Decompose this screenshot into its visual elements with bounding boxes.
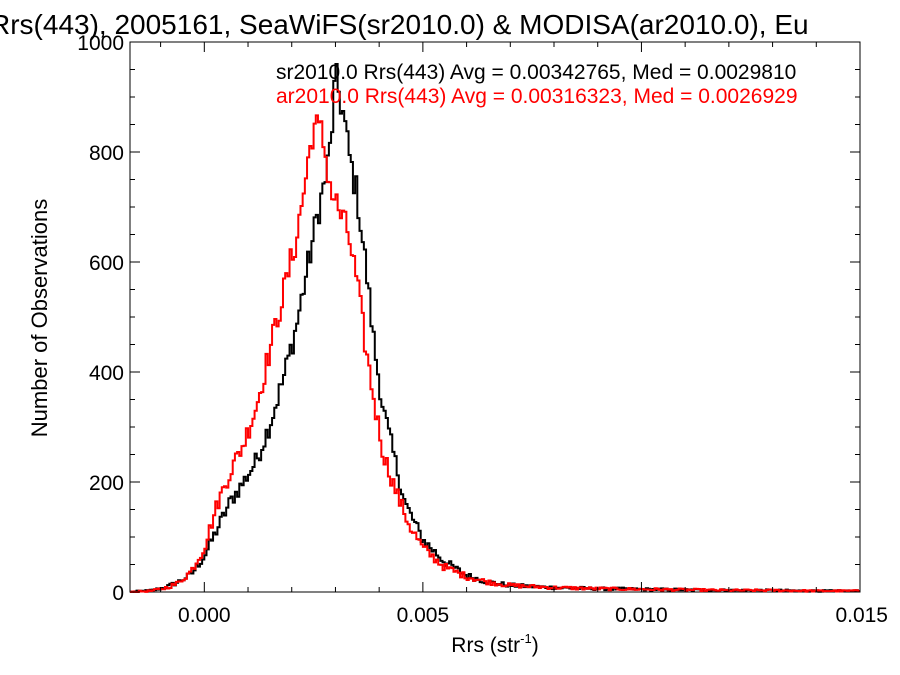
x-tick-label: 0.015 xyxy=(835,604,888,627)
x-ticks: 0.000 0.005 0.010 0.015 xyxy=(160,42,888,627)
legend-entry-black-series: sr2010.0 Rrs(443) Avg = 0.00342765, Med … xyxy=(276,61,796,84)
y-tick-label: 400 xyxy=(89,362,124,385)
y-ticks: 0 200 400 600 800 1000 xyxy=(77,32,860,605)
y-tick-label: 200 xyxy=(89,472,124,495)
x-tick-label: 0.000 xyxy=(178,604,231,627)
x-tick-label: 0.010 xyxy=(615,604,668,627)
chart-title: Rrs(443), 2005161, SeaWiFS(sr2010.0) & M… xyxy=(0,9,809,40)
series-1-histogram xyxy=(130,114,860,593)
x-axis-label-main: Rrs (str xyxy=(451,634,520,657)
x-tick-label: 0.005 xyxy=(397,604,450,627)
y-axis-label: Number of Observations xyxy=(27,199,52,437)
series-layer xyxy=(130,63,860,593)
x-axis-label-superscript: -1 xyxy=(520,631,532,646)
x-axis-label: Rrs (str-1) xyxy=(451,631,538,657)
x-axis-label-tail: ) xyxy=(532,634,539,657)
y-tick-label: 1000 xyxy=(77,32,124,55)
legend-entry-red-series: ar2010.0 Rrs(443) Avg = 0.00316323, Med … xyxy=(276,85,798,108)
y-tick-label: 0 xyxy=(112,582,124,605)
y-tick-label: 600 xyxy=(89,252,124,275)
y-tick-label: 800 xyxy=(89,142,124,165)
